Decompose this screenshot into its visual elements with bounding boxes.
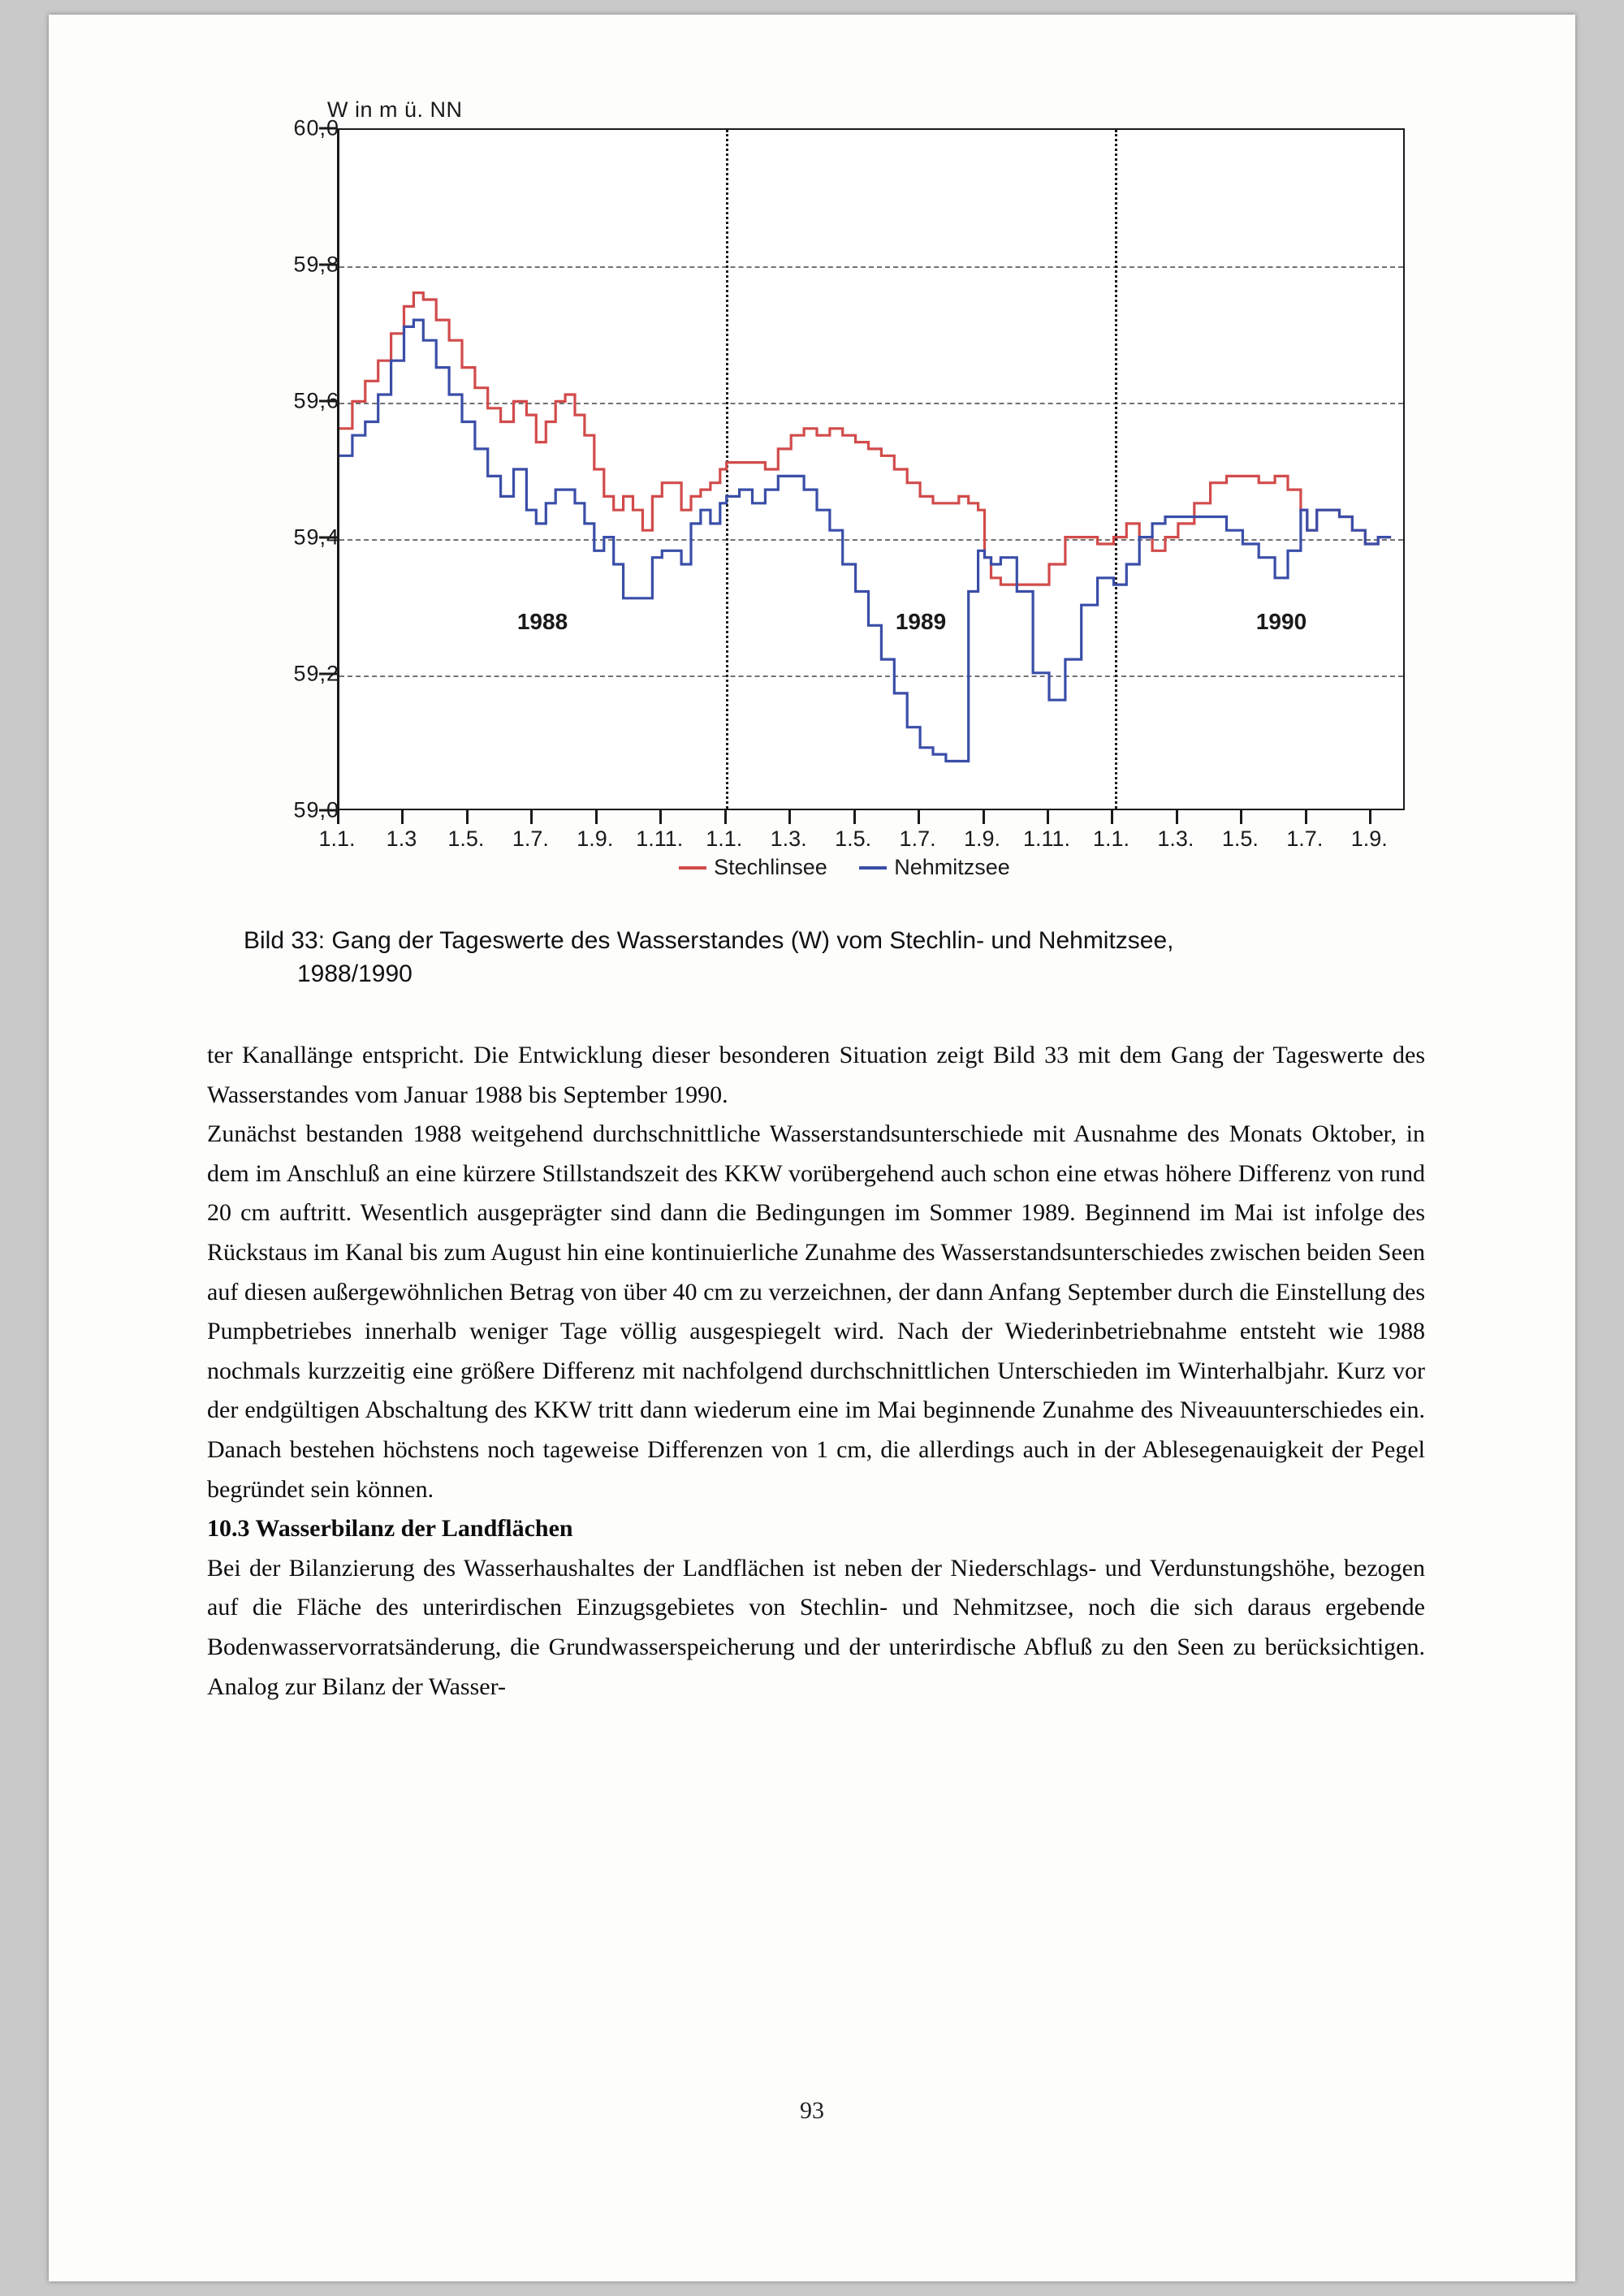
gridline-598 <box>339 266 1403 268</box>
x-tick-mark-15 <box>1304 810 1307 824</box>
y-tick-mark-598 <box>319 263 337 266</box>
x-tick-mark-9 <box>918 810 921 824</box>
x-tick-label-4: 1.9. <box>577 826 614 851</box>
x-tick-label-0: 1.1. <box>318 826 356 851</box>
x-tick-mark-0 <box>337 810 339 824</box>
x-tick-label-8: 1.5. <box>835 826 872 851</box>
y-tick-mark-596 <box>319 399 337 403</box>
x-tick-mark-2 <box>465 810 469 824</box>
year-divider-1990 <box>1115 130 1117 809</box>
gridline-596 <box>339 403 1403 404</box>
chart-canvas: W in m ü. NN 60,0 59,8 59,6 59,4 59,2 59… <box>268 80 1421 900</box>
x-tick-label-13: 1.3. <box>1157 826 1194 851</box>
legend-item-nehmitzsee: Nehmitzsee <box>859 855 1010 880</box>
x-tick-label-6: 1.1. <box>706 826 743 851</box>
series-plot-lines <box>339 291 1392 763</box>
x-tick-mark-1 <box>401 810 404 824</box>
x-tick-label-15: 1.7. <box>1286 826 1324 851</box>
chart-legend: Stechlinsee Nehmitzsee <box>268 855 1421 880</box>
figure-bild-33: W in m ü. NN 60,0 59,8 59,6 59,4 59,2 59… <box>49 15 1575 1013</box>
x-tick-mark-6 <box>723 810 727 824</box>
gridline-594 <box>339 539 1403 541</box>
paragraph-1: ter Kanallänge entspricht. Die Entwicklu… <box>207 1042 1425 1108</box>
x-tick-label-5: 1.11. <box>636 826 684 851</box>
plot-frame: 1988 1989 1990 <box>337 128 1405 810</box>
legend-item-stechlinsee: Stechlinsee <box>679 855 827 880</box>
x-tick-label-7: 1.3. <box>770 826 807 851</box>
line-stechlinsee <box>339 291 1392 586</box>
x-axis: 1.1. 1.3 1.5. 1.7. 1.9. 1.11. 1.1. 1.3. 1.5. 1.7.… <box>318 810 1405 867</box>
y-axis-title: W in m ü. NN <box>327 97 463 122</box>
x-tick-mark-4 <box>594 810 598 824</box>
section-heading-10-3: 10.3 Wasserbilanz der Landflächen <box>207 1515 573 1543</box>
paragraph-2: Zunächst bestanden 1988 weitgehend durch… <box>207 1120 1426 1503</box>
x-tick-label-2: 1.5. <box>447 826 485 851</box>
x-tick-mark-13 <box>1175 810 1178 824</box>
x-tick-label-1: 1.3 <box>386 826 417 851</box>
x-tick-mark-10 <box>982 810 985 824</box>
page-number: 93 <box>800 2097 824 2124</box>
body-text: ter Kanallänge entspricht. Die Entwicklu… <box>207 1036 1425 1707</box>
x-tick-label-12: 1.1. <box>1092 826 1129 851</box>
legend-swatch-stechlinsee <box>679 866 707 870</box>
y-tick-mark-594 <box>319 536 337 539</box>
x-tick-label-10: 1.9. <box>964 826 1001 851</box>
legend-label-stechlinsee: Stechlinsee <box>714 855 827 879</box>
x-tick-label-3: 1.7. <box>512 826 549 851</box>
x-tick-label-14: 1.5. <box>1221 826 1259 851</box>
x-tick-mark-7 <box>788 810 792 824</box>
x-tick-mark-16 <box>1369 810 1372 824</box>
figure-caption: Bild 33: Gang der Tageswerte des Wassers… <box>244 924 1397 991</box>
x-tick-mark-14 <box>1240 810 1243 824</box>
legend-swatch-nehmitzsee <box>859 866 888 870</box>
figure-caption-line2: 1988/1990 <box>297 960 412 988</box>
x-tick-mark-12 <box>1111 810 1114 824</box>
x-tick-label-11: 1.11. <box>1022 826 1071 851</box>
document-page: W in m ü. NN 60,0 59,8 59,6 59,4 59,2 59… <box>49 15 1575 2281</box>
figure-caption-line1: Bild 33: Gang der Tageswerte des Wassers… <box>244 927 1174 954</box>
paragraph-3: Bei der Bilanzierung des Wasserhaushalte… <box>207 1554 1425 1700</box>
x-tick-mark-11 <box>1047 810 1049 824</box>
year-label-1989: 1989 <box>895 609 947 634</box>
y-tick-mark-600 <box>319 127 337 130</box>
gridline-592 <box>339 675 1403 677</box>
x-tick-mark-8 <box>853 810 856 824</box>
y-tick-mark-590 <box>319 809 337 812</box>
x-tick-mark-3 <box>530 810 533 824</box>
y-tick-mark-592 <box>319 672 337 675</box>
line-nehmitzsee <box>339 318 1392 763</box>
x-tick-label-9: 1.7. <box>899 826 936 851</box>
year-label-1990: 1990 <box>1255 609 1307 634</box>
legend-label-nehmitzsee: Nehmitzsee <box>894 855 1010 879</box>
x-tick-mark-5 <box>659 810 663 824</box>
x-tick-label-16: 1.9. <box>1350 826 1388 851</box>
year-label-1988: 1988 <box>516 609 568 634</box>
